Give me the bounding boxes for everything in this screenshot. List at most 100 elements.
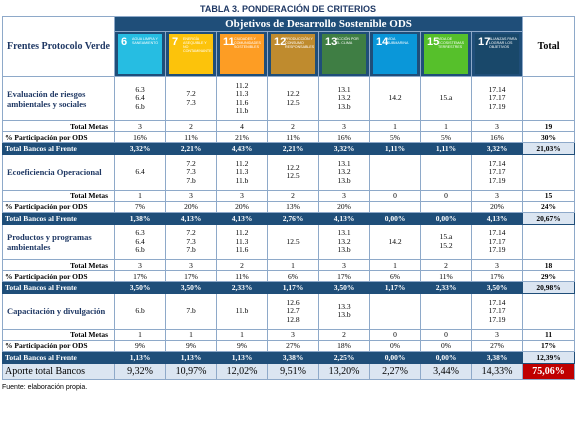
value-cell: 24% [522,200,576,213]
value-cell: 4,13% [216,211,268,225]
meta: 7.3 [186,97,196,107]
value-cell: 2 [216,259,268,271]
value-cell: 2,25% [318,350,370,364]
row-label: Total Bancos al Frente [2,350,115,364]
bancos-row: Total Bancos al Frente 3,32% 2,21% 4,43% 2,2… [2,142,576,155]
meta: 11.b [235,306,249,315]
frentes-header: Frentes Protocolo Verde [2,16,115,77]
total-metas-row: Total Metas 1 3 3 2 3 0 0 3 15 [2,189,576,202]
ods-icon: 17 ALIANZAS PARA LOGRAR LOS OBJETIVOS [475,34,520,74]
value-cell: 0,00% [369,350,421,364]
ods-number: 13 [325,36,338,48]
value-cell: 3 [470,189,524,202]
ods-label: ENERGÍA ASEQUIBLE Y NO CONTAMINANTE [183,37,212,53]
value-cell: 9% [165,339,217,352]
row-label: % Participación por ODS [2,131,115,143]
ods-label: CIUDADES Y COMUNIDADES SOSTENIBLES [234,37,261,49]
metas-cell: 15.a [420,76,472,121]
row-label: Total Metas [2,189,115,202]
value-cell: 3 [165,259,217,271]
ods-label: ALIANZAS PARA LOGRAR LOS OBJETIVOS [489,37,517,49]
value-cell: 19 [522,120,576,132]
value-cell: 2,21% [267,142,319,155]
value-cell: 3 [470,120,524,132]
ods-label: PRODUCCIÓN Y CONSUMO RESPONSABLES [285,37,315,49]
total-metas-row: Total Metas 1 1 1 3 2 0 0 3 11 [2,328,576,341]
total-metas-row: Total Metas 3 2 4 2 3 1 1 3 19 [2,120,576,132]
meta: 17.17 [488,236,506,246]
total-metas-row: Total Metas 3 3 2 1 3 1 2 3 18 [2,259,576,271]
metas-cell: 17.14 17.17 17.19 [470,293,524,330]
meta: 12.7 [286,306,300,315]
value-cell: 17% [522,339,576,352]
meta: 17.19 [488,175,506,185]
ods-label: AGUA LIMPIA Y SANEAMIENTO [132,37,159,45]
meta: 12.2 [286,162,300,172]
section-row: Evaluación de riesgos ambientales y soci… [2,76,576,121]
meta: 6.4 [135,167,145,176]
value-cell: 3 [470,259,524,271]
row-label: Aporte total Bancos [2,362,115,380]
row-label: Total Bancos al Frente [2,211,115,225]
value-cell: 20% [216,200,268,213]
value-cell: 0 [420,328,472,341]
metas-cell: 11.2 11.3 11.b [216,154,268,191]
ods-number: 7 [172,36,179,48]
value-cell: 3 [470,328,524,341]
value-cell: 21,03% [522,142,576,155]
value-cell: 3 [165,189,217,202]
value-cell: 3,32% [318,142,370,155]
metas-cell: 12.2 12.5 [267,154,319,191]
value-cell: 3,32% [470,142,524,155]
value-cell: 0,00% [369,211,421,225]
row-label: Total Bancos al Frente [2,281,115,294]
empty-total [522,154,576,191]
meta: 11.2 [235,158,249,168]
value-cell: 4,13% [318,211,370,225]
meta: 11.b [235,106,249,115]
value-cell: 6% [267,270,319,282]
participation-row: % Participación por ODS 9% 9% 9% 27% 18% 0% 0% 2… [2,339,576,352]
total-header: Total [522,16,576,77]
value-cell: 3,50% [165,281,217,294]
value-cell: 9% [216,339,268,352]
criteria-table: Frentes Protocolo Verde Objetivos de Desa… [2,16,576,380]
metas-cell: 17.14 17.17 17.19 [470,76,524,121]
ods-cell: 17 ALIANZAS PARA LOGRAR LOS OBJETIVOS [470,31,524,77]
metas-cell: 6.4 [114,154,166,191]
ods-title: Objetivos de Desarrollo Sostenible ODS [113,16,524,32]
meta: 11.6 [235,245,249,254]
metas-cell: 13.1 13.2 13.b [318,223,370,260]
section-name: Evaluación de riesgos ambientales y soci… [2,76,115,121]
row-label: Total Bancos al Frente [2,142,115,155]
meta: 7.3 [186,167,196,176]
value-cell: 15 [522,189,576,202]
value-cell: 3 [318,189,370,202]
value-cell: 7% [114,200,166,213]
metas-cell: 12.5 [267,223,319,260]
value-cell: 1 [369,120,421,132]
value-cell: 11 [522,328,576,341]
value-cell: 3 [267,328,319,341]
value-cell: 1,13% [114,350,166,364]
value-cell: 11% [420,270,472,282]
bancos-row: Total Bancos al Frente 1,38% 4,13% 4,13% 2,7… [2,211,576,225]
value-cell: 4,43% [216,142,268,155]
value-cell: 3 [114,259,166,271]
value-cell: 1 [420,120,472,132]
meta: 15.2 [439,240,453,250]
value-cell: 2,76% [267,211,319,225]
meta: 17.19 [488,314,506,324]
meta: 6.4 [135,236,145,246]
value-cell: 2,33% [216,281,268,294]
section-name: Productos y programas ambientales [2,223,115,260]
value-cell: 16% [318,131,370,143]
ods-cell: 7 ENERGÍA ASEQUIBLE Y NO CONTAMINANTE [165,31,217,77]
ods-cell: 13 ACCIÓN POR EL CLIMA [318,31,370,77]
value-cell: 3,50% [318,281,370,294]
value-cell: 1,17% [267,281,319,294]
value-cell [369,200,421,213]
meta: 12.8 [286,314,300,324]
value-cell: 3,44% [420,362,472,380]
